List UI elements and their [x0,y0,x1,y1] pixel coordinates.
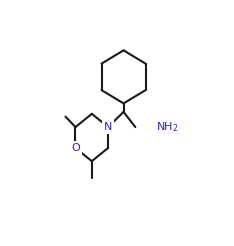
Text: O: O [71,143,80,153]
Text: NH$_2$: NH$_2$ [156,120,179,134]
Text: N: N [104,122,112,132]
